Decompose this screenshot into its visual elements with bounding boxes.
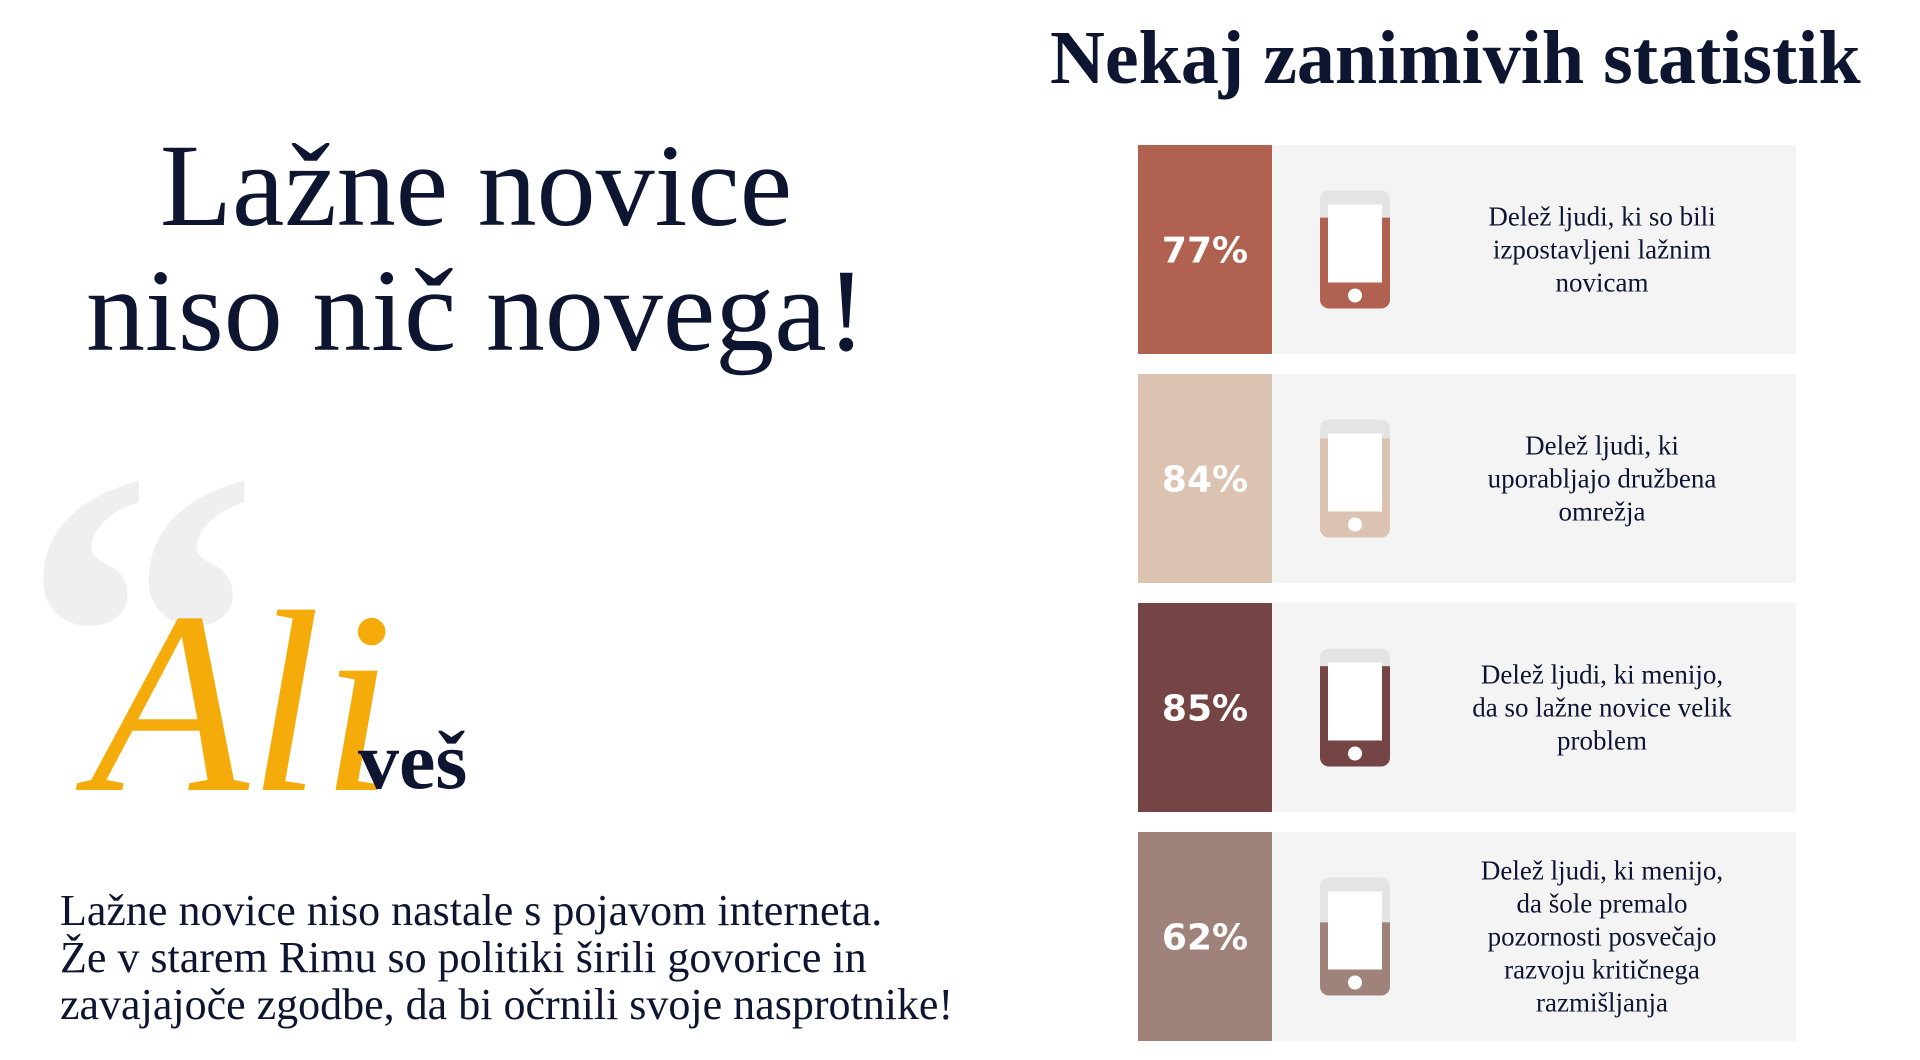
stat-text: izpostavljeni lažnim [1493, 235, 1711, 265]
phone-button [1348, 975, 1362, 990]
stat-value: 77% [1162, 231, 1248, 272]
stat-row: 85% Delež ljudi, ki menijo,da so lažne no… [1138, 603, 1796, 812]
stat-row: 77% Delež ljudi, ki so biliizpostavljeni … [1138, 145, 1796, 354]
stat-value: 85% [1162, 689, 1248, 730]
stat-text: da so lažne novice velik [1472, 693, 1732, 723]
stat-text: razmišljanja [1536, 988, 1668, 1018]
stat-text: uporabljajo družbena [1488, 464, 1717, 494]
phone-screen [1328, 662, 1382, 741]
stat-text: Delež ljudi, ki menijo, [1481, 856, 1723, 886]
stat-text: Delež ljudi, ki [1525, 431, 1679, 461]
stat-text: razvoju kritičnega [1504, 955, 1700, 985]
color-block [1138, 374, 1272, 583]
stat-text: problem [1557, 726, 1647, 756]
color-block [1138, 603, 1272, 812]
stats-title: Nekaj zanimivih statistik [1050, 16, 1861, 100]
phone-button [1348, 288, 1362, 303]
title-line: Lažne novice [160, 120, 792, 251]
phone-button [1348, 517, 1362, 532]
stat-value: 84% [1162, 460, 1248, 501]
paragraph-line: zavajajoče zgodbe, da bi očrnili svoje n… [60, 980, 953, 1029]
phone-screen [1328, 433, 1382, 512]
phone-screen [1328, 891, 1382, 970]
quote-word: veš [358, 715, 467, 806]
stat-text: da šole premalo [1517, 889, 1688, 919]
stat-text: pozornosti posvečajo [1488, 922, 1717, 952]
color-block [1138, 145, 1272, 354]
stat-row: 62% Delež ljudi, ki menijo,da šole premal… [1138, 832, 1796, 1041]
stat-text: novicam [1556, 268, 1649, 298]
script-word: Ali [74, 559, 394, 847]
color-block [1138, 832, 1272, 1041]
paragraph-line: Že v starem Rimu so politiki širili govo… [60, 933, 867, 982]
stat-text: Delež ljudi, ki so bili [1488, 202, 1715, 232]
stat-text: omrežja [1559, 497, 1646, 527]
stat-value: 62% [1162, 918, 1248, 959]
phone-button [1348, 746, 1362, 761]
stat-text: Delež ljudi, ki menijo, [1481, 660, 1723, 690]
phone-screen [1328, 204, 1382, 283]
title-line: niso nič novega! [86, 245, 866, 376]
quote-mark: “ [20, 372, 260, 904]
paragraph-line: Lažne novice niso nastale s pojavom inte… [60, 886, 882, 935]
